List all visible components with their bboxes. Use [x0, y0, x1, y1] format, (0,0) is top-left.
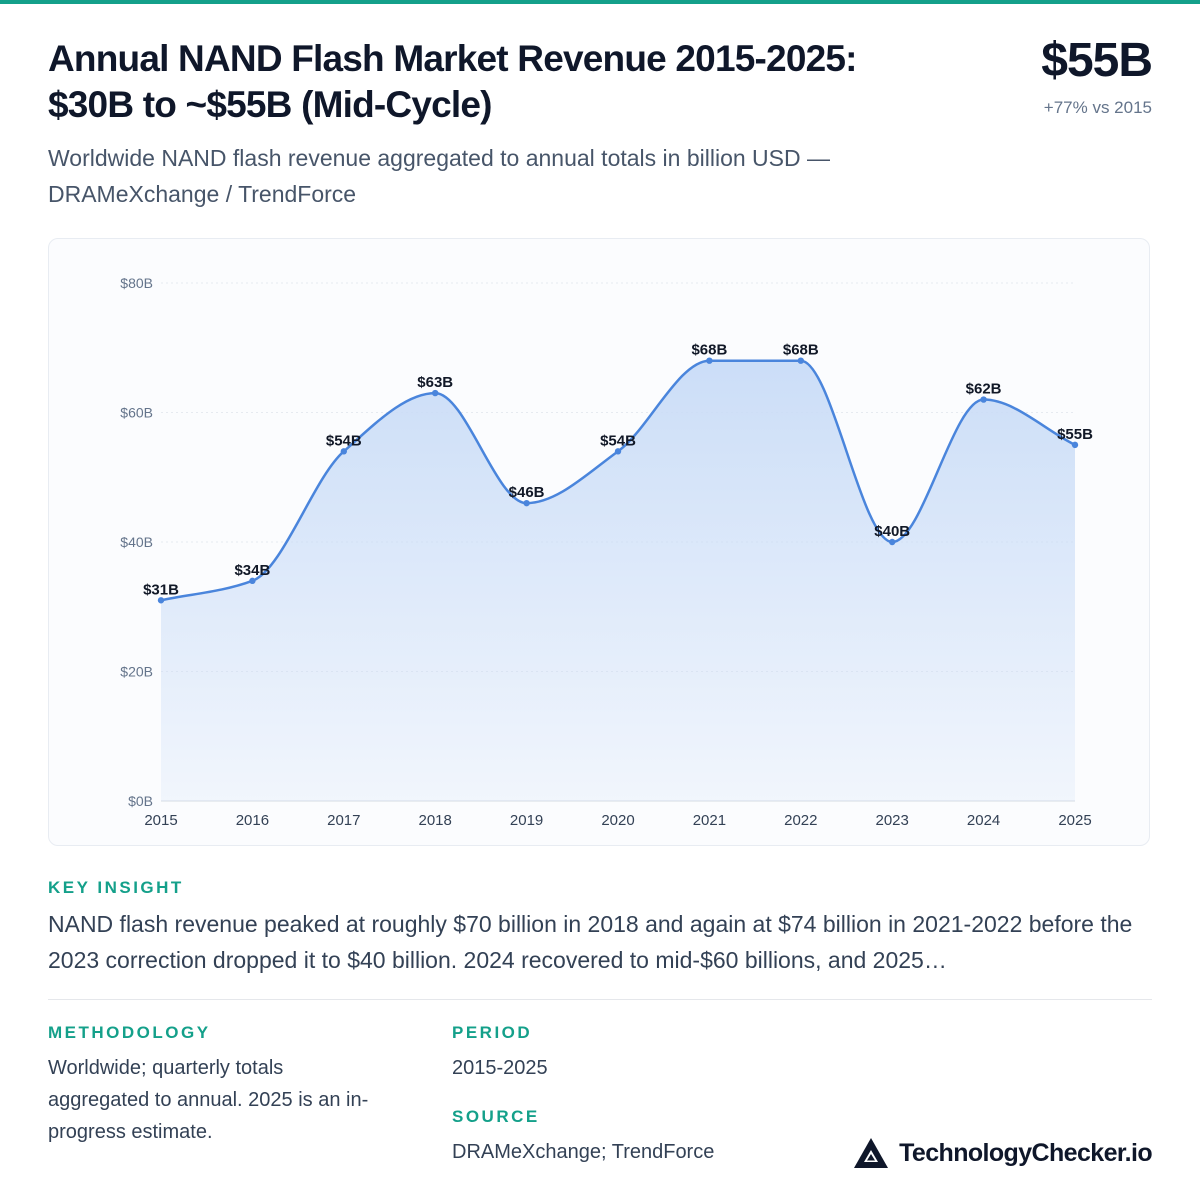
brand-name: TechnologyChecker.io: [899, 1138, 1152, 1167]
y-tick-label: $0B: [128, 793, 153, 809]
data-label: $62B: [966, 381, 1002, 398]
kpi-block: $55B +77% vs 2015: [1041, 34, 1153, 118]
x-tick-label: 2022: [784, 812, 817, 829]
methodology-line-1: Worldwide; quarterly totals: [48, 1057, 284, 1079]
data-label: $68B: [783, 342, 819, 359]
title-line-2: $30B to ~$55B (Mid-Cycle): [48, 84, 492, 125]
data-point: [614, 448, 622, 455]
period-label: PERIOD: [452, 1023, 533, 1042]
data-label: $46B: [509, 484, 545, 501]
triangle-logo-icon: [854, 1138, 889, 1168]
x-tick-label: 2017: [327, 812, 360, 829]
x-tick-label: 2019: [510, 812, 543, 829]
section-divider: [48, 999, 1152, 1000]
data-point: [157, 597, 165, 604]
data-point: [523, 499, 530, 507]
y-tick-label: $40B: [120, 534, 153, 550]
insight-label: KEY INSIGHT: [48, 878, 184, 897]
data-point: [432, 389, 439, 397]
data-label: $55B: [1057, 426, 1093, 443]
insight-text: NAND flash revenue peaked at roughly $70…: [48, 911, 1133, 973]
data-point: [889, 538, 896, 546]
x-tick-label: 2020: [601, 812, 634, 829]
revenue-area-chart: $0B $20B $40B $60B $80B $31B 2015 $34B 2016 $54B 2…: [120, 275, 1093, 829]
methodology-label: METHODOLOGY: [48, 1023, 211, 1042]
x-tick-label: 2023: [876, 812, 909, 829]
data-label: $54B: [600, 432, 636, 449]
x-tick-label: 2018: [419, 812, 452, 829]
page-title: Annual NAND Flash Market Revenue 2015-20…: [48, 36, 948, 128]
source-label: SOURCE: [452, 1107, 540, 1126]
data-label: $54B: [326, 432, 362, 449]
x-tick-label: 2021: [693, 812, 726, 829]
series-line: [160, 359, 1076, 602]
data-label: $63B: [417, 374, 453, 391]
methodology-line-2: aggregated to annual. 2025 is an in-: [48, 1089, 369, 1111]
subtitle-line-1: Worldwide NAND flash revenue aggregated …: [48, 145, 830, 171]
top-accent-bar: [0, 0, 1200, 4]
data-point: [340, 448, 347, 455]
kpi-change: +77% vs 2015: [1043, 98, 1152, 117]
brand-logo[interactable]: TechnologyChecker.io: [853, 1136, 1153, 1170]
methodology-line-3: progress estimate.: [48, 1121, 213, 1143]
data-label: $68B: [691, 342, 727, 359]
y-tick-label: $80B: [120, 275, 153, 291]
y-tick-label: $60B: [120, 405, 153, 421]
x-tick-label: 2016: [236, 812, 269, 829]
y-tick-label: $20B: [120, 664, 153, 680]
period-value: 2015-2025: [452, 1057, 548, 1079]
data-label: $34B: [234, 562, 270, 579]
x-tick-label: 2025: [1058, 812, 1091, 829]
data-point: [980, 396, 987, 403]
area-fill: [161, 360, 1075, 801]
title-line-1: Annual NAND Flash Market Revenue 2015-20…: [48, 38, 857, 79]
kpi-value: $55B: [1041, 34, 1153, 87]
data-label: $31B: [143, 581, 179, 598]
source-value: DRAMeXchange; TrendForce: [452, 1141, 715, 1163]
chart-card: $0B $20B $40B $60B $80B $31B 2015 $34B 2016 $54B 2…: [48, 238, 1150, 846]
x-tick-label: 2024: [967, 812, 1000, 829]
data-point: [797, 357, 804, 364]
page-subtitle: Worldwide NAND flash revenue aggregated …: [48, 140, 948, 212]
data-point: [706, 357, 713, 364]
x-tick-label: 2015: [144, 812, 177, 829]
data-point: [1071, 441, 1079, 449]
methodology-text: Worldwide; quarterly totals aggregated t…: [48, 1052, 428, 1148]
data-point: [249, 577, 256, 585]
subtitle-line-2: DRAMeXchange / TrendForce: [48, 181, 357, 207]
data-label: $40B: [874, 523, 910, 540]
